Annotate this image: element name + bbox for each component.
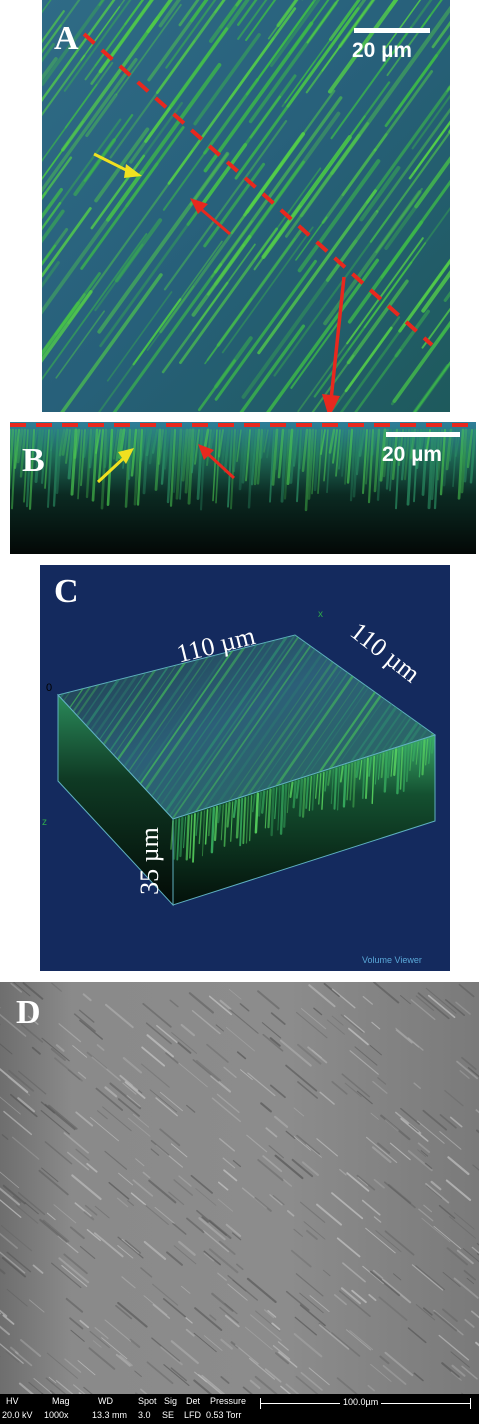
axis-z-label: z [42, 817, 47, 828]
footer-value-det: LFD [184, 1410, 202, 1420]
footer-value-mag: 1000x [44, 1410, 69, 1420]
footer-header-mag: Mag [52, 1396, 70, 1406]
depth-dimension: 110 µm [345, 616, 426, 688]
panel-b: B 20 µm [10, 422, 476, 554]
footer-header-sig: Sig [164, 1396, 178, 1406]
footer-scale-label: 100.0µm [340, 1398, 382, 1407]
footer-header-det: Det [186, 1396, 201, 1406]
footer-header-pressure: Pressure [210, 1396, 247, 1406]
footer-scale-tick-left [260, 1398, 261, 1409]
footer-value-pressure: 0.53 Torr [206, 1410, 242, 1420]
dashed-line-a [82, 32, 434, 412]
footer-value-spot: 3.0 [138, 1410, 151, 1420]
panel-b-image [10, 422, 476, 554]
sem-info-bar: HV Mag WD Spot Sig Det Pressure 20.0 kV … [0, 1394, 479, 1424]
panel-d-label: D [16, 994, 41, 1031]
panel-c: x z 0 110 µm 110 µm 35 µm Volume Viewer … [40, 565, 450, 971]
panel-a-label: A [54, 20, 79, 57]
panel-a-image [42, 0, 450, 412]
scale-label-a: 20 µm [352, 39, 412, 62]
panel-d-sem-image [0, 982, 479, 1394]
panel-a: A 20 µm [42, 0, 450, 412]
footer-value-sig: SE [162, 1410, 175, 1420]
scale-label-b: 20 µm [382, 443, 442, 466]
panel-c-volume: x z 0 110 µm 110 µm 35 µm Volume Viewer [42, 609, 437, 965]
panel-c-label: C [54, 573, 79, 610]
scale-bar-b [386, 432, 460, 437]
scale-bar-a [354, 28, 430, 33]
footer-value-hv: 20.0 kV [2, 1410, 33, 1420]
axis-x-label: x [318, 609, 323, 620]
height-dimension: 35 µm [135, 827, 164, 895]
panel-d: D [0, 982, 479, 1394]
panel-b-label: B [22, 442, 45, 479]
footer-header-hv: HV [6, 1396, 19, 1406]
footer-header-spot: Spot [138, 1396, 157, 1406]
footer-scale-tick-right [470, 1398, 471, 1409]
footer-value-wd: 13.3 mm [92, 1410, 128, 1420]
viewer-caption: Volume Viewer [362, 955, 422, 965]
footer-header-wd: WD [98, 1396, 113, 1406]
origin-label: 0 [46, 682, 52, 694]
